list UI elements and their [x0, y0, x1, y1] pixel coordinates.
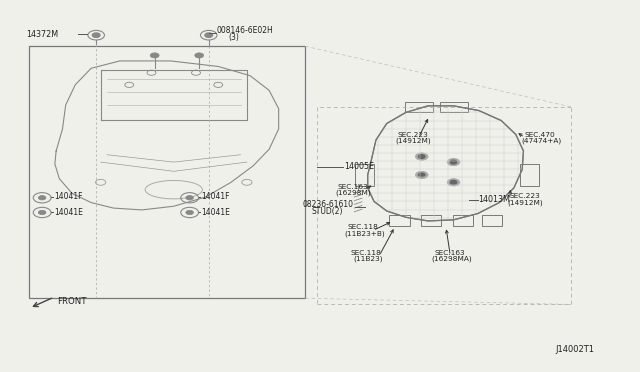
Text: (14912M): (14912M) [507, 199, 543, 206]
Text: (16298MA): (16298MA) [431, 256, 472, 263]
Bar [520, 164, 540, 186]
Bar [440, 102, 467, 112]
Circle shape [186, 210, 193, 215]
Text: 14041F: 14041F [54, 192, 83, 201]
Circle shape [451, 160, 457, 164]
Text: (47474+A): (47474+A) [522, 138, 562, 144]
Text: (11B23): (11B23) [353, 256, 383, 263]
Text: 14372M: 14372M [26, 30, 58, 39]
Text: (16298M): (16298M) [335, 190, 371, 196]
Circle shape [186, 196, 193, 200]
Circle shape [447, 179, 460, 186]
Circle shape [195, 53, 204, 58]
Circle shape [38, 196, 46, 200]
Text: (11B23+B): (11B23+B) [344, 230, 385, 237]
Text: 08236-61610: 08236-61610 [303, 200, 354, 209]
Circle shape [447, 158, 460, 166]
Text: J14002T1: J14002T1 [556, 345, 595, 354]
Circle shape [415, 171, 428, 179]
Text: 14013M: 14013M [477, 195, 509, 205]
Bar [389, 215, 410, 227]
Circle shape [451, 180, 457, 184]
Text: SEC.118: SEC.118 [348, 224, 378, 230]
Text: STUD(2): STUD(2) [312, 206, 343, 215]
Text: SEC.223: SEC.223 [509, 193, 540, 199]
Circle shape [205, 33, 212, 38]
Text: SEC.163: SEC.163 [435, 250, 465, 256]
Text: FRONT: FRONT [57, 297, 86, 306]
Text: 14041E: 14041E [54, 208, 83, 217]
Bar [481, 215, 502, 227]
Text: 14005E: 14005E [344, 162, 374, 171]
Text: 14041E: 14041E [201, 208, 230, 217]
Bar [29, 46, 305, 298]
Circle shape [419, 155, 425, 158]
Text: (14912M): (14912M) [396, 138, 431, 144]
Text: SEC.223: SEC.223 [397, 132, 428, 138]
Bar [404, 102, 433, 112]
Bar [355, 164, 374, 186]
Bar [453, 215, 473, 227]
Circle shape [415, 153, 428, 160]
Circle shape [419, 173, 425, 177]
Circle shape [150, 53, 159, 58]
Text: 14041F: 14041F [201, 192, 230, 201]
Text: SEC.118: SEC.118 [351, 250, 381, 256]
Circle shape [92, 33, 100, 38]
Text: SEC.163: SEC.163 [337, 184, 368, 190]
Text: SEC.470: SEC.470 [525, 132, 556, 138]
Bar [421, 215, 442, 227]
Text: 008146-6E02H: 008146-6E02H [217, 26, 274, 35]
Circle shape [38, 210, 46, 215]
Text: (3): (3) [228, 33, 239, 42]
